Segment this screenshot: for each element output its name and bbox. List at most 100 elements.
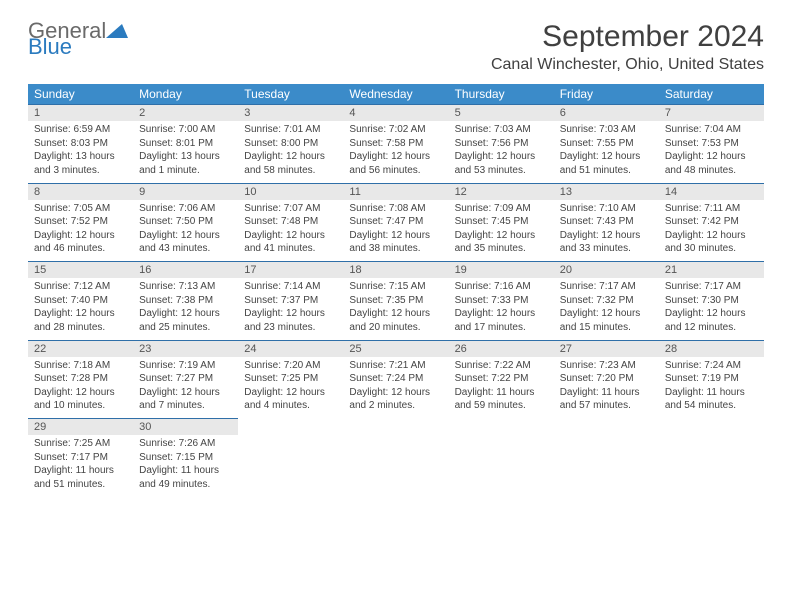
day-content-cell: Sunrise: 7:25 AMSunset: 7:17 PMDaylight:… — [28, 435, 133, 497]
logo-part2: Blue — [28, 34, 72, 59]
day-content-cell — [449, 435, 554, 497]
logo-text-block: General Blue — [28, 20, 128, 58]
sunrise-text: Sunrise: 7:03 AM — [455, 123, 548, 137]
day-content-cell: Sunrise: 7:19 AMSunset: 7:27 PMDaylight:… — [133, 357, 238, 419]
day-number-cell: 7 — [659, 105, 764, 122]
daylight-text: Daylight: 12 hours and 35 minutes. — [455, 229, 548, 256]
sunrise-text: Sunrise: 7:05 AM — [34, 202, 127, 216]
day-number-cell: 19 — [449, 262, 554, 279]
header: General Blue September 2024 Canal Winche… — [28, 20, 764, 80]
day-content-cell: Sunrise: 7:21 AMSunset: 7:24 PMDaylight:… — [343, 357, 448, 419]
sunrise-text: Sunrise: 7:08 AM — [349, 202, 442, 216]
day-number-row: 22232425262728 — [28, 340, 764, 357]
sunset-text: Sunset: 7:27 PM — [139, 372, 232, 386]
weekday-header: Friday — [554, 84, 659, 105]
daylight-text: Daylight: 11 hours and 51 minutes. — [34, 464, 127, 491]
sunrise-text: Sunrise: 7:09 AM — [455, 202, 548, 216]
sunrise-text: Sunrise: 7:19 AM — [139, 359, 232, 373]
day-number-cell: 21 — [659, 262, 764, 279]
day-content-cell: Sunrise: 7:02 AMSunset: 7:58 PMDaylight:… — [343, 121, 448, 183]
daylight-text: Daylight: 12 hours and 51 minutes. — [560, 150, 653, 177]
location: Canal Winchester, Ohio, United States — [491, 56, 764, 74]
sunset-text: Sunset: 7:37 PM — [244, 294, 337, 308]
sunset-text: Sunset: 7:55 PM — [560, 137, 653, 151]
day-number-row: 15161718192021 — [28, 262, 764, 279]
day-number-cell — [554, 419, 659, 436]
sunrise-text: Sunrise: 7:22 AM — [455, 359, 548, 373]
sunset-text: Sunset: 8:00 PM — [244, 137, 337, 151]
sunset-text: Sunset: 7:47 PM — [349, 215, 442, 229]
sunset-text: Sunset: 7:32 PM — [560, 294, 653, 308]
daylight-text: Daylight: 12 hours and 23 minutes. — [244, 307, 337, 334]
sunrise-text: Sunrise: 7:17 AM — [665, 280, 758, 294]
sunrise-text: Sunrise: 7:17 AM — [560, 280, 653, 294]
day-content-cell: Sunrise: 7:23 AMSunset: 7:20 PMDaylight:… — [554, 357, 659, 419]
sunrise-text: Sunrise: 7:04 AM — [665, 123, 758, 137]
day-number-cell: 8 — [28, 183, 133, 200]
sunrise-text: Sunrise: 7:14 AM — [244, 280, 337, 294]
daylight-text: Daylight: 13 hours and 1 minute. — [139, 150, 232, 177]
day-content-cell — [659, 435, 764, 497]
sunset-text: Sunset: 7:20 PM — [560, 372, 653, 386]
sunrise-text: Sunrise: 7:13 AM — [139, 280, 232, 294]
sunrise-text: Sunrise: 6:59 AM — [34, 123, 127, 137]
sunset-text: Sunset: 8:01 PM — [139, 137, 232, 151]
weekday-header: Tuesday — [238, 84, 343, 105]
sunrise-text: Sunrise: 7:26 AM — [139, 437, 232, 451]
daylight-text: Daylight: 11 hours and 49 minutes. — [139, 464, 232, 491]
day-content-cell — [238, 435, 343, 497]
daylight-text: Daylight: 12 hours and 7 minutes. — [139, 386, 232, 413]
sunrise-text: Sunrise: 7:23 AM — [560, 359, 653, 373]
daylight-text: Daylight: 12 hours and 20 minutes. — [349, 307, 442, 334]
weekday-header: Saturday — [659, 84, 764, 105]
day-content-cell: Sunrise: 7:11 AMSunset: 7:42 PMDaylight:… — [659, 200, 764, 262]
sunrise-text: Sunrise: 7:06 AM — [139, 202, 232, 216]
day-number-cell: 5 — [449, 105, 554, 122]
logo: General Blue — [28, 20, 128, 58]
day-content-cell: Sunrise: 7:17 AMSunset: 7:32 PMDaylight:… — [554, 278, 659, 340]
sunrise-text: Sunrise: 7:02 AM — [349, 123, 442, 137]
day-content-cell: Sunrise: 7:10 AMSunset: 7:43 PMDaylight:… — [554, 200, 659, 262]
day-number-cell: 6 — [554, 105, 659, 122]
sunset-text: Sunset: 7:56 PM — [455, 137, 548, 151]
day-content-cell: Sunrise: 7:26 AMSunset: 7:15 PMDaylight:… — [133, 435, 238, 497]
daylight-text: Daylight: 12 hours and 33 minutes. — [560, 229, 653, 256]
day-number-cell: 18 — [343, 262, 448, 279]
daylight-text: Daylight: 12 hours and 28 minutes. — [34, 307, 127, 334]
day-content-cell: Sunrise: 7:03 AMSunset: 7:55 PMDaylight:… — [554, 121, 659, 183]
day-number-cell: 25 — [343, 340, 448, 357]
sunset-text: Sunset: 7:45 PM — [455, 215, 548, 229]
sunset-text: Sunset: 7:40 PM — [34, 294, 127, 308]
sunset-text: Sunset: 7:35 PM — [349, 294, 442, 308]
day-content-cell: Sunrise: 7:06 AMSunset: 7:50 PMDaylight:… — [133, 200, 238, 262]
daylight-text: Daylight: 11 hours and 59 minutes. — [455, 386, 548, 413]
day-content-cell: Sunrise: 7:15 AMSunset: 7:35 PMDaylight:… — [343, 278, 448, 340]
sunrise-text: Sunrise: 7:11 AM — [665, 202, 758, 216]
sunset-text: Sunset: 7:42 PM — [665, 215, 758, 229]
day-content-cell: Sunrise: 7:07 AMSunset: 7:48 PMDaylight:… — [238, 200, 343, 262]
daylight-text: Daylight: 11 hours and 54 minutes. — [665, 386, 758, 413]
sunset-text: Sunset: 7:17 PM — [34, 451, 127, 465]
daylight-text: Daylight: 12 hours and 30 minutes. — [665, 229, 758, 256]
day-number-cell: 26 — [449, 340, 554, 357]
calendar-table: SundayMondayTuesdayWednesdayThursdayFrid… — [28, 84, 764, 497]
day-content-cell — [343, 435, 448, 497]
day-content-cell: Sunrise: 7:14 AMSunset: 7:37 PMDaylight:… — [238, 278, 343, 340]
daylight-text: Daylight: 12 hours and 46 minutes. — [34, 229, 127, 256]
day-number-cell: 27 — [554, 340, 659, 357]
daylight-text: Daylight: 12 hours and 43 minutes. — [139, 229, 232, 256]
sunrise-text: Sunrise: 7:12 AM — [34, 280, 127, 294]
calendar-body: 1234567Sunrise: 6:59 AMSunset: 8:03 PMDa… — [28, 105, 764, 498]
sunrise-text: Sunrise: 7:21 AM — [349, 359, 442, 373]
day-number-cell: 29 — [28, 419, 133, 436]
day-number-cell: 30 — [133, 419, 238, 436]
sunset-text: Sunset: 7:33 PM — [455, 294, 548, 308]
day-number-cell: 11 — [343, 183, 448, 200]
weekday-header: Wednesday — [343, 84, 448, 105]
sunrise-text: Sunrise: 7:07 AM — [244, 202, 337, 216]
sunset-text: Sunset: 7:22 PM — [455, 372, 548, 386]
daylight-text: Daylight: 12 hours and 2 minutes. — [349, 386, 442, 413]
sunrise-text: Sunrise: 7:03 AM — [560, 123, 653, 137]
sunset-text: Sunset: 7:15 PM — [139, 451, 232, 465]
sunset-text: Sunset: 8:03 PM — [34, 137, 127, 151]
